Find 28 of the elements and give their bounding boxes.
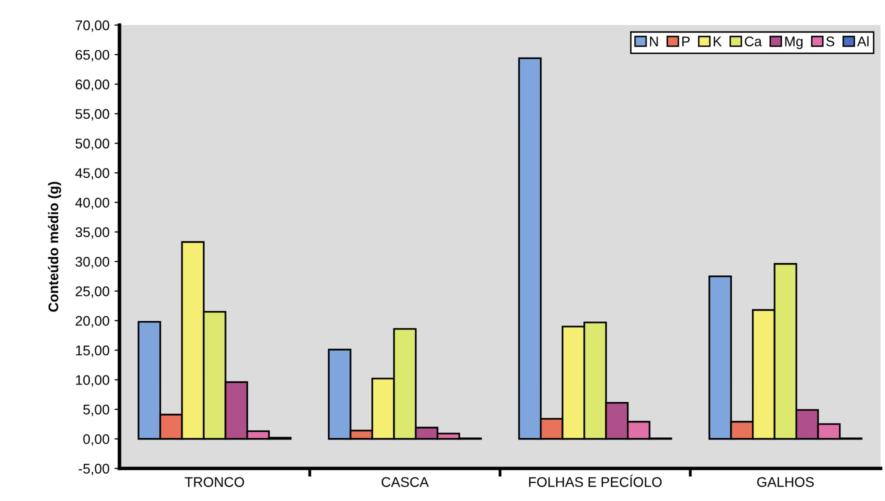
legend-label: Al — [857, 36, 869, 46]
x-tick-label: GALHOS — [757, 477, 814, 487]
y-tick-label: 40,00 — [75, 198, 110, 210]
y-tick-label: 55,00 — [76, 109, 110, 121]
x-tick-label: FOLHAS E PECÍOLO — [529, 474, 662, 487]
legend-label: K — [714, 36, 722, 46]
legend-label: P — [682, 36, 690, 46]
y-tick-label: -5,00 — [78, 464, 110, 476]
y-tick-label: 45,00 — [75, 168, 110, 180]
legend-label: S — [826, 36, 834, 46]
y-tick-label: 25,00 — [76, 286, 110, 298]
y-tick-label: 5,00 — [83, 404, 110, 416]
y-tick-label: 35,00 — [76, 227, 110, 239]
legend-label: N — [650, 36, 658, 46]
y-tick-label: 70,00 — [76, 20, 110, 32]
legend-label: Mg — [785, 36, 803, 50]
y-axis-title: Conteúdo médio (g) — [48, 182, 62, 312]
y-tick-label: 10,00 — [76, 375, 110, 387]
y-tick-label: 0,00 — [83, 434, 110, 446]
y-tick-label: 20,00 — [76, 316, 110, 328]
y-tick-label: 60,00 — [76, 80, 110, 91]
x-tick-label: TRONCO — [184, 477, 244, 487]
y-tick-label: 30,00 — [76, 256, 110, 268]
y-tick-label: 15,00 — [76, 346, 110, 358]
legend-label: Ca — [744, 36, 762, 46]
y-tick-label: 50,00 — [76, 138, 110, 150]
y-tick-label: 65,00 — [76, 50, 110, 62]
x-tick-label: CASCA — [382, 477, 429, 487]
